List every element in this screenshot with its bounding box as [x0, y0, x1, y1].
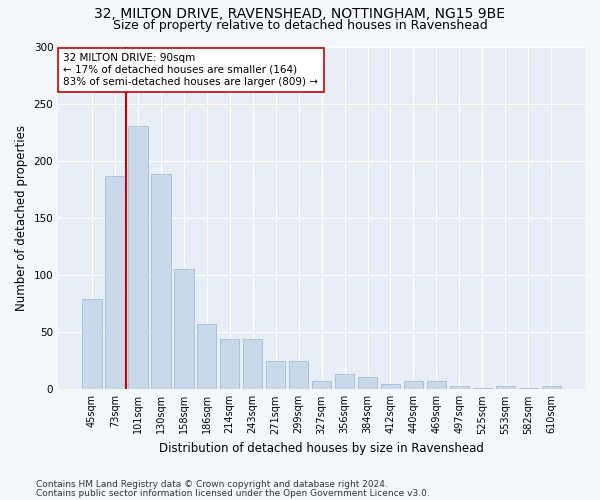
Bar	[381, 384, 400, 390]
Bar	[312, 382, 331, 390]
Y-axis label: Number of detached properties: Number of detached properties	[15, 125, 28, 311]
Text: 32, MILTON DRIVE, RAVENSHEAD, NOTTINGHAM, NG15 9BE: 32, MILTON DRIVE, RAVENSHEAD, NOTTINGHAM…	[95, 8, 505, 22]
Bar	[266, 360, 286, 390]
Bar	[128, 126, 148, 390]
Bar	[542, 386, 561, 390]
Bar	[427, 382, 446, 390]
Bar	[151, 174, 170, 390]
Bar	[243, 339, 262, 390]
Text: Contains HM Land Registry data © Crown copyright and database right 2024.: Contains HM Land Registry data © Crown c…	[36, 480, 388, 489]
Bar	[82, 299, 101, 390]
Bar	[197, 324, 217, 390]
Bar	[220, 339, 239, 390]
Bar	[335, 374, 355, 390]
Bar	[449, 386, 469, 390]
Text: Contains public sector information licensed under the Open Government Licence v3: Contains public sector information licen…	[36, 488, 430, 498]
Bar	[473, 388, 492, 390]
Bar	[404, 382, 423, 390]
Bar	[518, 388, 538, 390]
Text: Size of property relative to detached houses in Ravenshead: Size of property relative to detached ho…	[113, 19, 487, 32]
X-axis label: Distribution of detached houses by size in Ravenshead: Distribution of detached houses by size …	[159, 442, 484, 455]
Bar	[358, 376, 377, 390]
Bar	[289, 360, 308, 390]
Bar	[105, 176, 125, 390]
Bar	[496, 386, 515, 390]
Bar	[174, 270, 194, 390]
Text: 32 MILTON DRIVE: 90sqm
← 17% of detached houses are smaller (164)
83% of semi-de: 32 MILTON DRIVE: 90sqm ← 17% of detached…	[64, 54, 319, 86]
